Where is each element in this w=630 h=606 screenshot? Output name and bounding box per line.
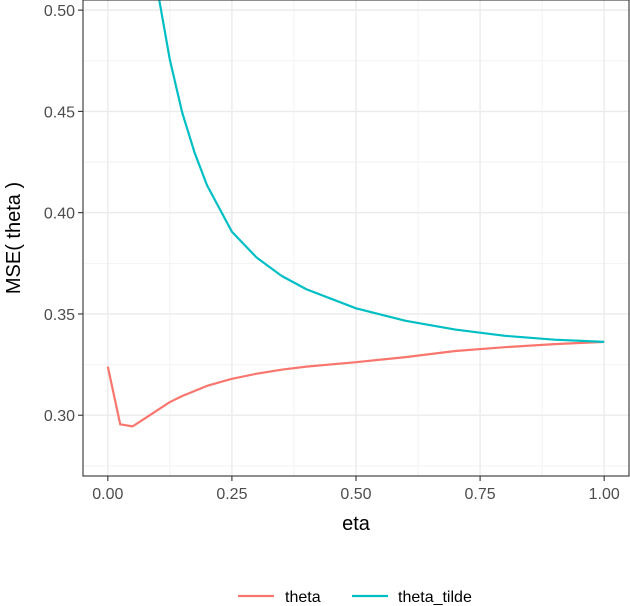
x-tick-label: 1.00 — [589, 486, 620, 503]
y-axis: 0.30 0.35 0.40 0.45 0.50 — [44, 3, 83, 425]
x-tick-label: 0.00 — [92, 486, 123, 503]
y-tick-label: 0.35 — [44, 307, 75, 324]
y-axis-title: MSE( theta ) — [3, 182, 25, 294]
legend-label-theta: theta — [285, 589, 321, 606]
x-tick-label: 0.25 — [216, 486, 247, 503]
x-axis: 0.00 0.25 0.50 0.75 1.00 — [92, 476, 620, 503]
series-layer — [106, 0, 605, 428]
y-tick-label: 0.30 — [44, 408, 75, 425]
grid-major — [83, 0, 629, 476]
series-line-theta-tilde — [158, 0, 605, 344]
series-line-theta — [106, 340, 605, 428]
legend-label-theta-tilde: theta_tilde — [398, 589, 472, 606]
y-tick-label: 0.45 — [44, 104, 75, 121]
x-tick-label: 0.75 — [465, 486, 496, 503]
y-tick-label: 0.40 — [44, 206, 75, 223]
x-tick-label: 0.50 — [340, 486, 371, 503]
x-axis-title: eta — [342, 513, 371, 535]
y-tick-label: 0.50 — [44, 3, 75, 20]
legend: theta theta_tilde — [238, 589, 472, 606]
